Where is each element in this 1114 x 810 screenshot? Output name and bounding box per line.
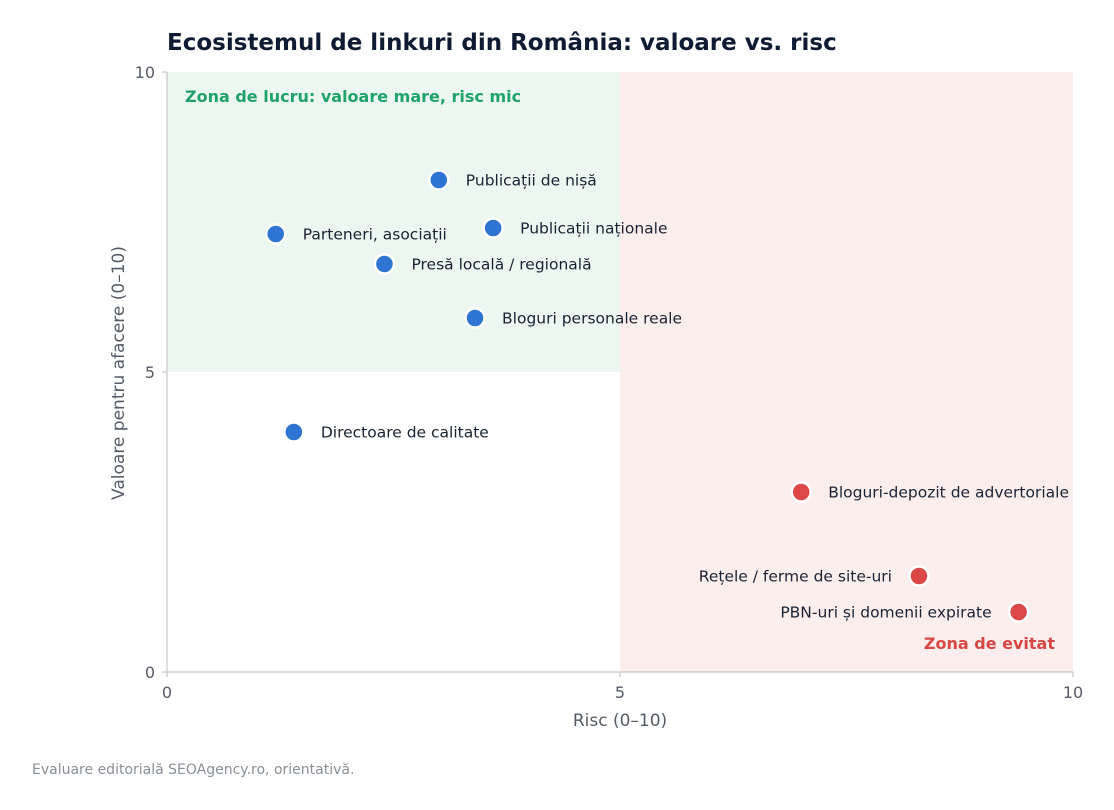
y-tick-label: 10 [135, 63, 155, 82]
data-point-label: Directoare de calitate [321, 424, 489, 442]
data-point-risky [1007, 601, 1030, 623]
data-point-safe [464, 307, 486, 329]
y-axis-label: Valoare pentru afacere (0–10) [109, 246, 129, 500]
x-tick-label: 10 [1063, 683, 1083, 702]
y-tick-label: 0 [145, 663, 155, 682]
zones-layer: Zona de lucru: valoare mare, risc mic Zon… [167, 72, 1073, 672]
x-axis-label: Risc (0–10) [573, 711, 667, 731]
axes-layer: 0 5 10 0 5 10 [135, 63, 1084, 702]
data-point-safe [482, 217, 504, 239]
zone-label-avoid: Zona de evitat [924, 634, 1055, 653]
y-tick-label: 5 [145, 363, 155, 382]
data-point-safe [264, 223, 287, 245]
data-point-label: Rețele / ferme de site-uri [699, 568, 892, 586]
chart-title: Ecosistemul de linkuri din România: valo… [167, 30, 837, 56]
data-point-safe [373, 253, 396, 275]
zone-area-0 [167, 72, 620, 372]
data-point-label: Parteneri, asociații [303, 226, 447, 244]
data-point-label: Publicații de nișă [466, 172, 597, 190]
zone-label-safe: Zona de lucru: valoare mare, risc mic [185, 87, 521, 106]
data-point-safe [283, 421, 305, 443]
footnote: Evaluare editorială SEOAgency.ro, orient… [32, 762, 354, 778]
data-point-label: Publicații naționale [520, 220, 667, 238]
x-tick-label: 0 [162, 683, 172, 702]
data-point-safe [428, 169, 450, 191]
x-tick-label: 5 [615, 683, 625, 702]
data-point-risky [790, 481, 812, 503]
points-layer: Publicații de nișă Parteneri, asociații Pu… [264, 169, 1069, 623]
data-point-risky [908, 565, 930, 587]
data-point-label: Bloguri-depozit de advertoriale [828, 484, 1069, 502]
zone-area-1 [620, 72, 1073, 672]
data-point-label: Presă locală / regională [411, 256, 591, 274]
data-point-label: Bloguri personale reale [502, 310, 682, 328]
data-point-label: PBN-uri și domenii expirate [780, 604, 991, 622]
